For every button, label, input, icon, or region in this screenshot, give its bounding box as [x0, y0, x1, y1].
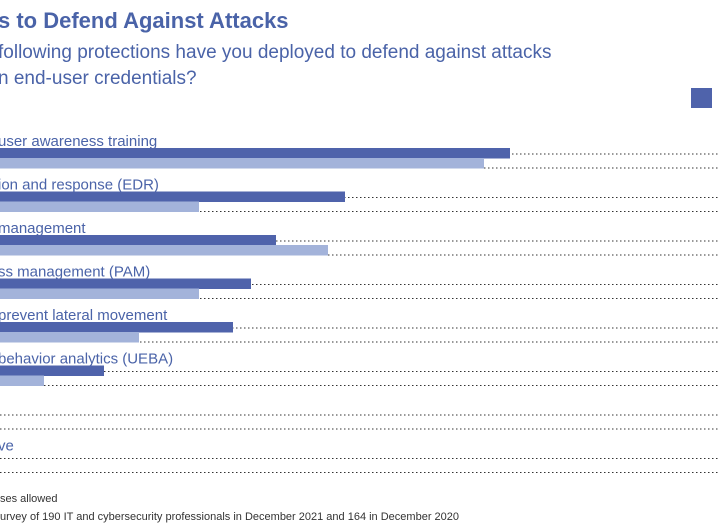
- category-label: user awareness training: [0, 133, 157, 150]
- chart-subtitle: following protections have you deployed …: [0, 40, 551, 92]
- bar-series-2021: [0, 235, 276, 246]
- bar-series-2020: [0, 158, 484, 169]
- chart-title: s to Defend Against Attacks: [0, 8, 289, 33]
- bar-series-2020: [0, 332, 139, 343]
- bar-series-2021: [0, 278, 251, 289]
- bar-series-2021: [0, 191, 345, 202]
- footnote-responses: ses allowed: [0, 493, 58, 505]
- category-label: prevent lateral movement: [0, 307, 168, 324]
- bar-chart: user awareness training ion and response …: [0, 133, 720, 473]
- bar-series-2020: [0, 288, 199, 299]
- bar-series-2021: [0, 148, 510, 159]
- category-label: ion and response (EDR): [0, 177, 159, 194]
- bar-series-2020: [0, 375, 44, 386]
- subtitle-line-2: n end-user credentials?: [0, 68, 197, 89]
- subtitle-line-1: following protections have you deployed …: [0, 42, 552, 63]
- bar-series-2021: [0, 322, 233, 333]
- category-label: management: [0, 220, 86, 237]
- category-label: behavior analytics (UEBA): [0, 351, 173, 368]
- bar-series-2020: [0, 201, 199, 212]
- footnote-survey: urvey of 190 IT and cybersecurity profes…: [0, 511, 460, 523]
- category-label: ve: [0, 438, 14, 455]
- legend-swatch-2021: [691, 88, 712, 108]
- bar-series-2021: [0, 365, 104, 376]
- bar-series-2020: [0, 245, 328, 256]
- category-label: ss management (PAM): [0, 264, 150, 281]
